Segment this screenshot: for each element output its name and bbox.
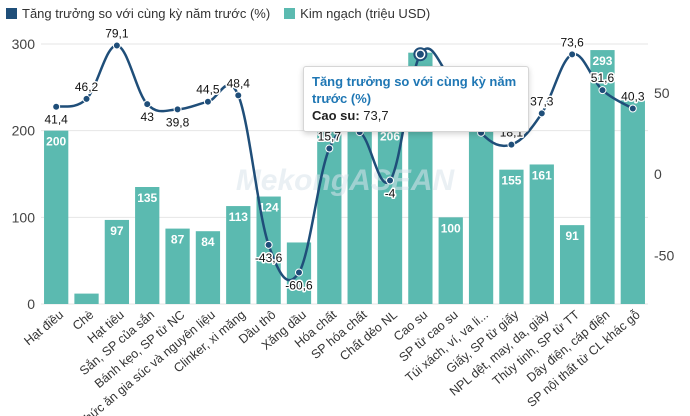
- line-value-label: -43,6: [255, 251, 283, 265]
- line-point: [537, 109, 546, 118]
- line-value-label: -60,6: [285, 278, 313, 292]
- left-tick-label: 300: [12, 36, 36, 52]
- bar-value-label: 113: [229, 210, 249, 224]
- line-value-label: 73,6: [560, 35, 584, 49]
- bar-series: [44, 50, 645, 304]
- line-value-label: 46,2: [75, 80, 99, 94]
- bar: [499, 169, 524, 304]
- bar-value-label: 100: [441, 221, 461, 235]
- tooltip-title: Tăng trưởng so với cùng kỳ năm trước (%): [312, 74, 517, 106]
- line-value-label: 44,5: [196, 83, 220, 97]
- bar: [529, 164, 554, 304]
- line-point: [52, 102, 61, 111]
- line-value-label: 41,4: [44, 113, 68, 127]
- line-point: [173, 105, 182, 114]
- line-point: [143, 100, 152, 109]
- bar: [104, 219, 130, 304]
- line-value-label: 37,3: [530, 94, 554, 108]
- right-tick-label: 50: [654, 85, 670, 101]
- bar-value-label: 84: [201, 235, 215, 249]
- line-point: [568, 50, 577, 59]
- line-point: [507, 140, 516, 149]
- tooltip: Tăng trưởng so với cùng kỳ năm trước (%)…: [303, 66, 529, 132]
- bar: [195, 231, 221, 304]
- legend: Tăng trưởng so với cùng kỳ năm trước (%)…: [6, 6, 444, 21]
- bar-labels: 200 97 135 87 84 113 124 206 100 155 161 91 293: [46, 54, 613, 249]
- bar-value-label: 124: [259, 201, 279, 215]
- watermark: MekongASEAN: [236, 164, 456, 197]
- line-value-label: -4: [385, 187, 396, 201]
- line-point: [325, 144, 334, 153]
- line-value-label: 39,8: [166, 115, 190, 129]
- bar: [559, 225, 585, 304]
- line-value-label: 43: [141, 110, 155, 124]
- bar-value-label: 206: [380, 129, 400, 143]
- line-value-label: 51,6: [591, 71, 615, 85]
- line-point: [234, 91, 243, 100]
- right-tick-label: -50: [654, 247, 674, 263]
- bar-value-label: 135: [137, 191, 157, 205]
- line-point: [82, 94, 91, 103]
- line-point: [628, 104, 637, 113]
- bar-value-label: 200: [46, 135, 66, 149]
- bar: [44, 130, 69, 304]
- bar: [438, 217, 463, 304]
- legend-item-growth[interactable]: Tăng trưởng so với cùng kỳ năm trước (%): [6, 6, 270, 21]
- bar: [226, 206, 251, 304]
- line-point: [112, 41, 121, 50]
- left-tick-label: 200: [12, 123, 36, 139]
- x-tick-label: Hạt điều: [21, 308, 66, 349]
- tooltip-body: Cao su: 73,7: [312, 107, 520, 124]
- left-tick-label: 100: [12, 209, 36, 225]
- tooltip-label: Cao su:: [312, 108, 360, 123]
- right-axis: -50 0 50: [654, 85, 674, 264]
- bar-value-label: 161: [532, 168, 552, 182]
- tooltip-value: 73,7: [363, 108, 389, 123]
- left-tick-label: 0: [27, 296, 35, 312]
- legend-item-value[interactable]: Kim ngạch (triệu USD): [284, 6, 430, 21]
- line-value-label: 40,3: [621, 90, 645, 104]
- legend-swatch-growth: [6, 8, 17, 19]
- line-value-label: 15,7: [318, 129, 342, 143]
- line-value-label: 79,1: [105, 26, 129, 40]
- bar: [135, 187, 160, 304]
- bar-value-label: 293: [592, 54, 612, 68]
- line-point-highlight: [416, 50, 424, 58]
- bar: [620, 100, 645, 304]
- bar: [165, 228, 190, 304]
- legend-label-growth: Tăng trưởng so với cùng kỳ năm trước (%): [22, 6, 271, 21]
- line-point: [264, 240, 273, 249]
- bar: [347, 112, 372, 304]
- bar: [74, 293, 99, 304]
- bar-value-label: 155: [501, 174, 521, 188]
- bar: [317, 126, 342, 304]
- legend-label-value: Kim ngạch (triệu USD): [300, 6, 431, 21]
- line-point: [386, 176, 395, 185]
- line-value-label: 48,4: [227, 76, 251, 90]
- bar-value-label: 97: [110, 224, 124, 238]
- bar: [468, 130, 494, 304]
- line-point: [294, 268, 303, 277]
- line-point: [203, 97, 212, 106]
- growth-line: [55, 44, 634, 282]
- bar-value-label: 91: [565, 229, 579, 243]
- bar-value-label: 87: [171, 233, 185, 247]
- legend-swatch-value: [284, 8, 296, 19]
- left-axis: 0 100 200 300: [12, 36, 36, 312]
- line-point: [598, 86, 607, 95]
- right-tick-label: 0: [654, 166, 662, 182]
- line-series: [52, 41, 637, 282]
